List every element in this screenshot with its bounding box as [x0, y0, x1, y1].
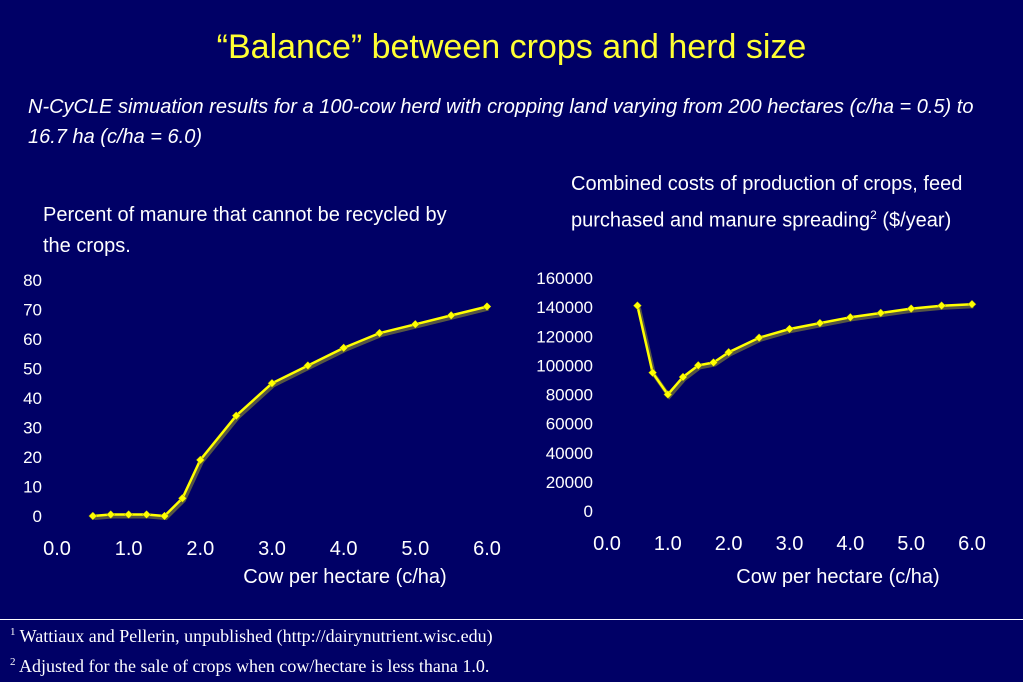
data-point-marker — [785, 324, 794, 334]
data-point-marker — [124, 510, 134, 519]
data-point-marker — [303, 361, 313, 370]
data-point-marker — [815, 318, 825, 328]
y-tick-label: 60000 — [546, 415, 593, 434]
data-point-marker — [678, 372, 688, 382]
data-point-marker — [709, 358, 718, 367]
x-tick-label: 4.0 — [836, 533, 864, 555]
x-tick-label: 2.0 — [715, 533, 743, 555]
y-tick-label: 140000 — [536, 298, 593, 317]
data-point-marker — [724, 347, 734, 357]
data-point-marker — [88, 511, 98, 521]
data-point-marker — [906, 304, 916, 313]
x-tick-label: 2.0 — [186, 538, 214, 560]
y-tick-label: 80 — [23, 271, 42, 290]
data-point-marker — [967, 299, 977, 309]
footnote-1-marker: 1 — [10, 626, 16, 638]
data-point-marker — [845, 312, 855, 322]
data-point-marker — [663, 390, 673, 399]
slide-subtitle: N-CyCLE simuation results for a 100-cow … — [28, 96, 974, 148]
y-tick-label: 70 — [23, 301, 42, 320]
footnote-2-marker: 2 — [10, 656, 16, 668]
data-point-marker — [195, 455, 205, 465]
x-tick-label: 6.0 — [958, 533, 986, 555]
x-tick-label: 5.0 — [401, 538, 429, 560]
right-chart-label: Combined costs of production of crops, f… — [571, 169, 991, 237]
y-tick-label: 80000 — [546, 386, 593, 405]
x-tick-label: 1.0 — [654, 533, 682, 555]
x-axis-title: Cow per hectare (c/ha) — [243, 566, 446, 588]
x-tick-label: 4.0 — [330, 538, 358, 560]
data-point-marker — [142, 510, 151, 519]
y-tick-label: 20000 — [546, 473, 593, 492]
slide-title: “Balance” between crops and herd size — [216, 28, 807, 66]
data-point-marker — [633, 301, 642, 311]
data-point-marker — [648, 368, 657, 378]
y-tick-label: 20 — [23, 448, 42, 467]
data-point-marker — [754, 333, 764, 343]
series-line — [636, 302, 973, 396]
x-tick-label: 0.0 — [43, 538, 71, 560]
y-tick-label: 10 — [23, 478, 42, 497]
y-tick-label: 0 — [33, 507, 42, 526]
data-point-marker — [693, 361, 703, 370]
y-tick-label: 100000 — [536, 356, 593, 375]
x-tick-label: 5.0 — [897, 533, 925, 555]
x-axis-title: Cow per hectare (c/ha) — [736, 566, 939, 588]
footnote-2: 2 Adjusted for the sale of crops when co… — [10, 656, 489, 677]
data-point-marker — [339, 343, 349, 353]
series-line-shadow — [636, 304, 974, 400]
y-tick-label: 0 — [584, 502, 593, 521]
right-chart-label-main: Combined costs of production of crops, f… — [571, 173, 963, 232]
left-chart-label: Percent of manure that cannot be recycle… — [43, 204, 447, 257]
x-tick-label: 3.0 — [776, 533, 804, 555]
right-chart-label-footnote-marker: 2 — [870, 208, 877, 222]
data-point-marker — [410, 319, 420, 329]
footnote-1-text: Wattiaux and Pellerin, unpublished (http… — [15, 626, 493, 646]
data-point-marker — [482, 302, 492, 311]
data-point-marker — [375, 328, 384, 338]
x-tick-label: 3.0 — [258, 538, 286, 560]
y-tick-label: 60 — [23, 330, 42, 349]
x-tick-label: 0.0 — [593, 533, 621, 555]
footnote-1: 1 Wattiaux and Pellerin, unpublished (ht… — [10, 626, 493, 647]
y-tick-label: 50 — [23, 360, 42, 379]
y-tick-label: 120000 — [536, 327, 593, 346]
y-tick-label: 30 — [23, 419, 42, 438]
data-point-marker — [937, 301, 946, 311]
x-tick-label: 6.0 — [473, 538, 501, 560]
data-point-marker — [178, 493, 187, 503]
footnote-2-text: Adjusted for the sale of crops when cow/… — [15, 656, 490, 676]
y-tick-label: 160000 — [536, 269, 593, 288]
y-tick-label: 40 — [23, 389, 42, 408]
data-point-marker — [106, 510, 116, 519]
data-point-marker — [160, 511, 169, 521]
x-tick-label: 1.0 — [115, 538, 143, 560]
data-point-marker — [876, 308, 886, 318]
y-tick-label: 40000 — [546, 444, 593, 463]
footer-divider — [0, 619, 1023, 620]
data-point-marker — [267, 378, 277, 388]
data-point-marker — [231, 411, 241, 421]
data-point-marker — [446, 311, 456, 320]
right-chart-label-unit: ($/year) — [876, 209, 952, 232]
